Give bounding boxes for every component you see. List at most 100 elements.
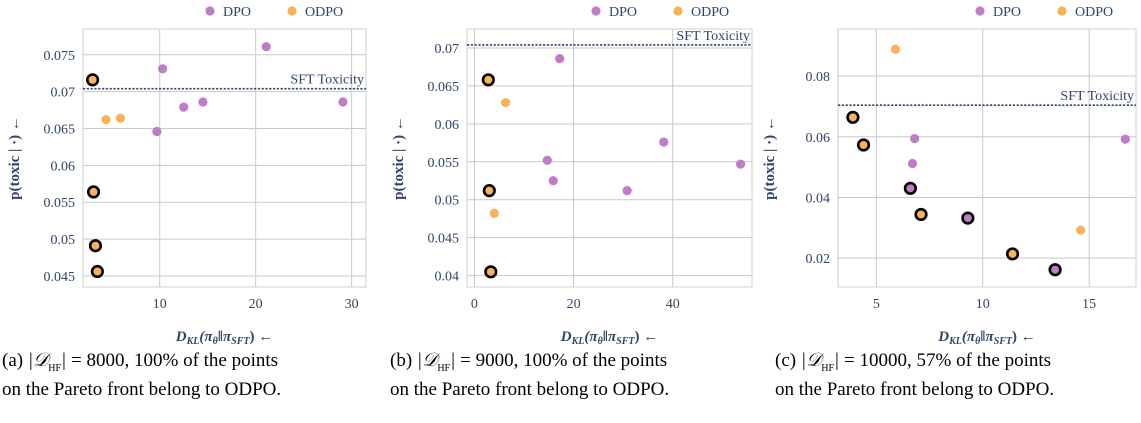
y-tick-label-c: 0.06 <box>806 131 831 146</box>
x-axis-label-b: DKL(πθ‖πSFT) ← <box>560 329 658 347</box>
y-tick-label-a: 0.065 <box>44 123 76 138</box>
dpo-point-c <box>903 181 917 195</box>
y-tick-label-a: 0.06 <box>51 159 76 174</box>
y-axis-label-c: p(toxic | ·) ← <box>762 116 778 200</box>
x-tick-label-c: 15 <box>1082 297 1096 312</box>
y-tick-label-b: 0.04 <box>435 270 460 285</box>
sft-toxicity-label-b: SFT Toxicity <box>676 29 750 44</box>
legend-dpo-label-a: DPO <box>223 5 251 20</box>
dpo-point-b <box>555 53 565 64</box>
legend-odpo-label-b: ODPO <box>691 5 729 20</box>
odpo-point-b <box>482 184 496 198</box>
odpo-point-a <box>86 185 101 199</box>
y-tick-label-b: 0.05 <box>435 194 460 209</box>
caption-c-line1: (c) |𝒟HF| = 10000, 57% of the points <box>775 350 1052 374</box>
y-tick-label-c: 0.04 <box>806 191 831 206</box>
caption-a-line2: on the Pareto front belong to ODPO. <box>2 378 282 400</box>
x-tick-label-b: 20 <box>567 297 581 312</box>
odpo-point-a <box>88 239 103 253</box>
caption-a-label: (a) <box>2 350 24 371</box>
caption-b-label: (b) <box>390 350 413 371</box>
odpo-point-b <box>484 265 498 279</box>
caption-a-formula: |𝒟HF| = 8000, <box>27 350 130 374</box>
odpo-point-b <box>501 98 511 108</box>
dpo-point-a <box>152 126 162 137</box>
dpo-point-b <box>548 176 558 186</box>
odpo-point-a <box>115 113 126 123</box>
odpo-point-c <box>914 207 928 222</box>
dpo-point-a <box>261 42 271 52</box>
dpo-point-b <box>622 186 632 196</box>
dpo-point-c <box>1120 134 1130 144</box>
x-tick-label-b: 40 <box>666 297 680 312</box>
odpo-point-c <box>1076 225 1086 235</box>
odpo-point-c <box>856 138 871 152</box>
sft-toxicity-label-a: SFT Toxicity <box>290 73 364 88</box>
y-tick-label-a: 0.075 <box>44 49 76 64</box>
legend-dpo-label-b: DPO <box>609 5 637 20</box>
legend-odpo-swatch-b <box>673 6 683 16</box>
y-tick-label-c: 0.08 <box>806 70 831 85</box>
x-tick-label-a: 30 <box>345 297 359 312</box>
caption-c-formula: |𝒟HF| = 10000, <box>800 350 912 374</box>
dpo-point-a <box>338 97 348 107</box>
x-tick-label-c: 10 <box>976 297 990 312</box>
x-tick-label-a: 10 <box>153 297 167 312</box>
y-tick-label-a: 0.05 <box>51 233 76 248</box>
caption-b-percent: 100% <box>523 350 568 371</box>
y-tick-label-b: 0.065 <box>428 80 460 95</box>
odpo-point-c <box>1005 247 1020 261</box>
y-tick-label-a: 0.055 <box>44 196 76 211</box>
caption-b-line1: (b) |𝒟HF| = 9000, 100% of the points <box>390 350 668 374</box>
y-tick-label-c: 0.02 <box>806 252 831 267</box>
odpo-point-b <box>481 73 495 87</box>
dpo-point-c <box>961 211 975 225</box>
plot-frame-a <box>82 28 367 288</box>
dpo-point-a <box>198 97 208 107</box>
x-axis-label-c: DKL(πθ‖πSFT) ← <box>937 329 1035 347</box>
legend-odpo-label-c: ODPO <box>1075 5 1113 20</box>
x-tick-label-a: 20 <box>249 297 263 312</box>
legend-dpo-label-c: DPO <box>993 5 1021 20</box>
caption-c-line2: on the Pareto front belong to ODPO. <box>775 378 1055 400</box>
caption-c: (c) |𝒟HF| = 10000, 57% of the points on … <box>775 350 1141 400</box>
y-axis-label-b: p(toxic | ·) ← <box>391 116 407 200</box>
dpo-point-a <box>158 64 168 74</box>
y-axis-label-a: p(toxic | ·) ← <box>7 116 23 200</box>
y-tick-label-b: 0.055 <box>428 156 460 171</box>
legend-dpo-swatch-a <box>205 6 215 16</box>
y-tick-label-b: 0.06 <box>435 118 460 133</box>
caption-a-line1: (a) |𝒟HF| = 8000, 100% of the points <box>2 350 279 374</box>
dpo-point-c <box>1048 263 1062 277</box>
caption-b-line2: on the Pareto front belong to ODPO. <box>390 378 670 400</box>
odpo-point-a <box>85 73 100 87</box>
dpo-point-a <box>179 102 189 112</box>
caption-a-percent: 100% <box>134 350 179 371</box>
chart-a: 0.045 0.05 0.055 0.06 0.065 0.07 0.075 10 20 30 SF… <box>7 5 367 347</box>
sft-toxicity-label-c: SFT Toxicity <box>1060 89 1134 104</box>
x-tick-label-c: 5 <box>873 297 880 312</box>
chart-c: 0.02 0.04 0.06 0.08 5 10 15 SFT Toxicity DPO ODPO… <box>762 5 1137 347</box>
plot-frame-b <box>466 28 753 288</box>
dpo-point-c <box>910 133 920 144</box>
legend-odpo-swatch-a <box>287 6 297 16</box>
y-tick-label-b: 0.045 <box>428 232 460 247</box>
odpo-point-a <box>90 264 104 279</box>
legend-a: DPO ODPO <box>205 5 343 20</box>
legend-odpo-label-a: ODPO <box>305 5 343 20</box>
odpo-point-a <box>101 115 111 125</box>
legend-c: DPO ODPO <box>975 5 1113 20</box>
caption-b-formula: |𝒟HF| = 9000, <box>416 350 519 374</box>
legend-b: DPO ODPO <box>591 5 729 20</box>
x-axis-label-a: DKL(πθ‖πSFT) ← <box>175 329 273 347</box>
legend-dpo-swatch-b <box>591 6 601 16</box>
dpo-point-b <box>736 159 746 169</box>
caption-b: (b) |𝒟HF| = 9000, 100% of the points on … <box>390 350 770 400</box>
x-tick-label-b: 0 <box>471 297 478 312</box>
plot-frame-c <box>837 28 1137 288</box>
legend-dpo-swatch-c <box>975 6 985 16</box>
y-tick-label-b: 0.07 <box>435 42 460 57</box>
dpo-point-b <box>659 137 669 147</box>
caption-a: (a) |𝒟HF| = 8000, 100% of the points on … <box>2 350 382 400</box>
